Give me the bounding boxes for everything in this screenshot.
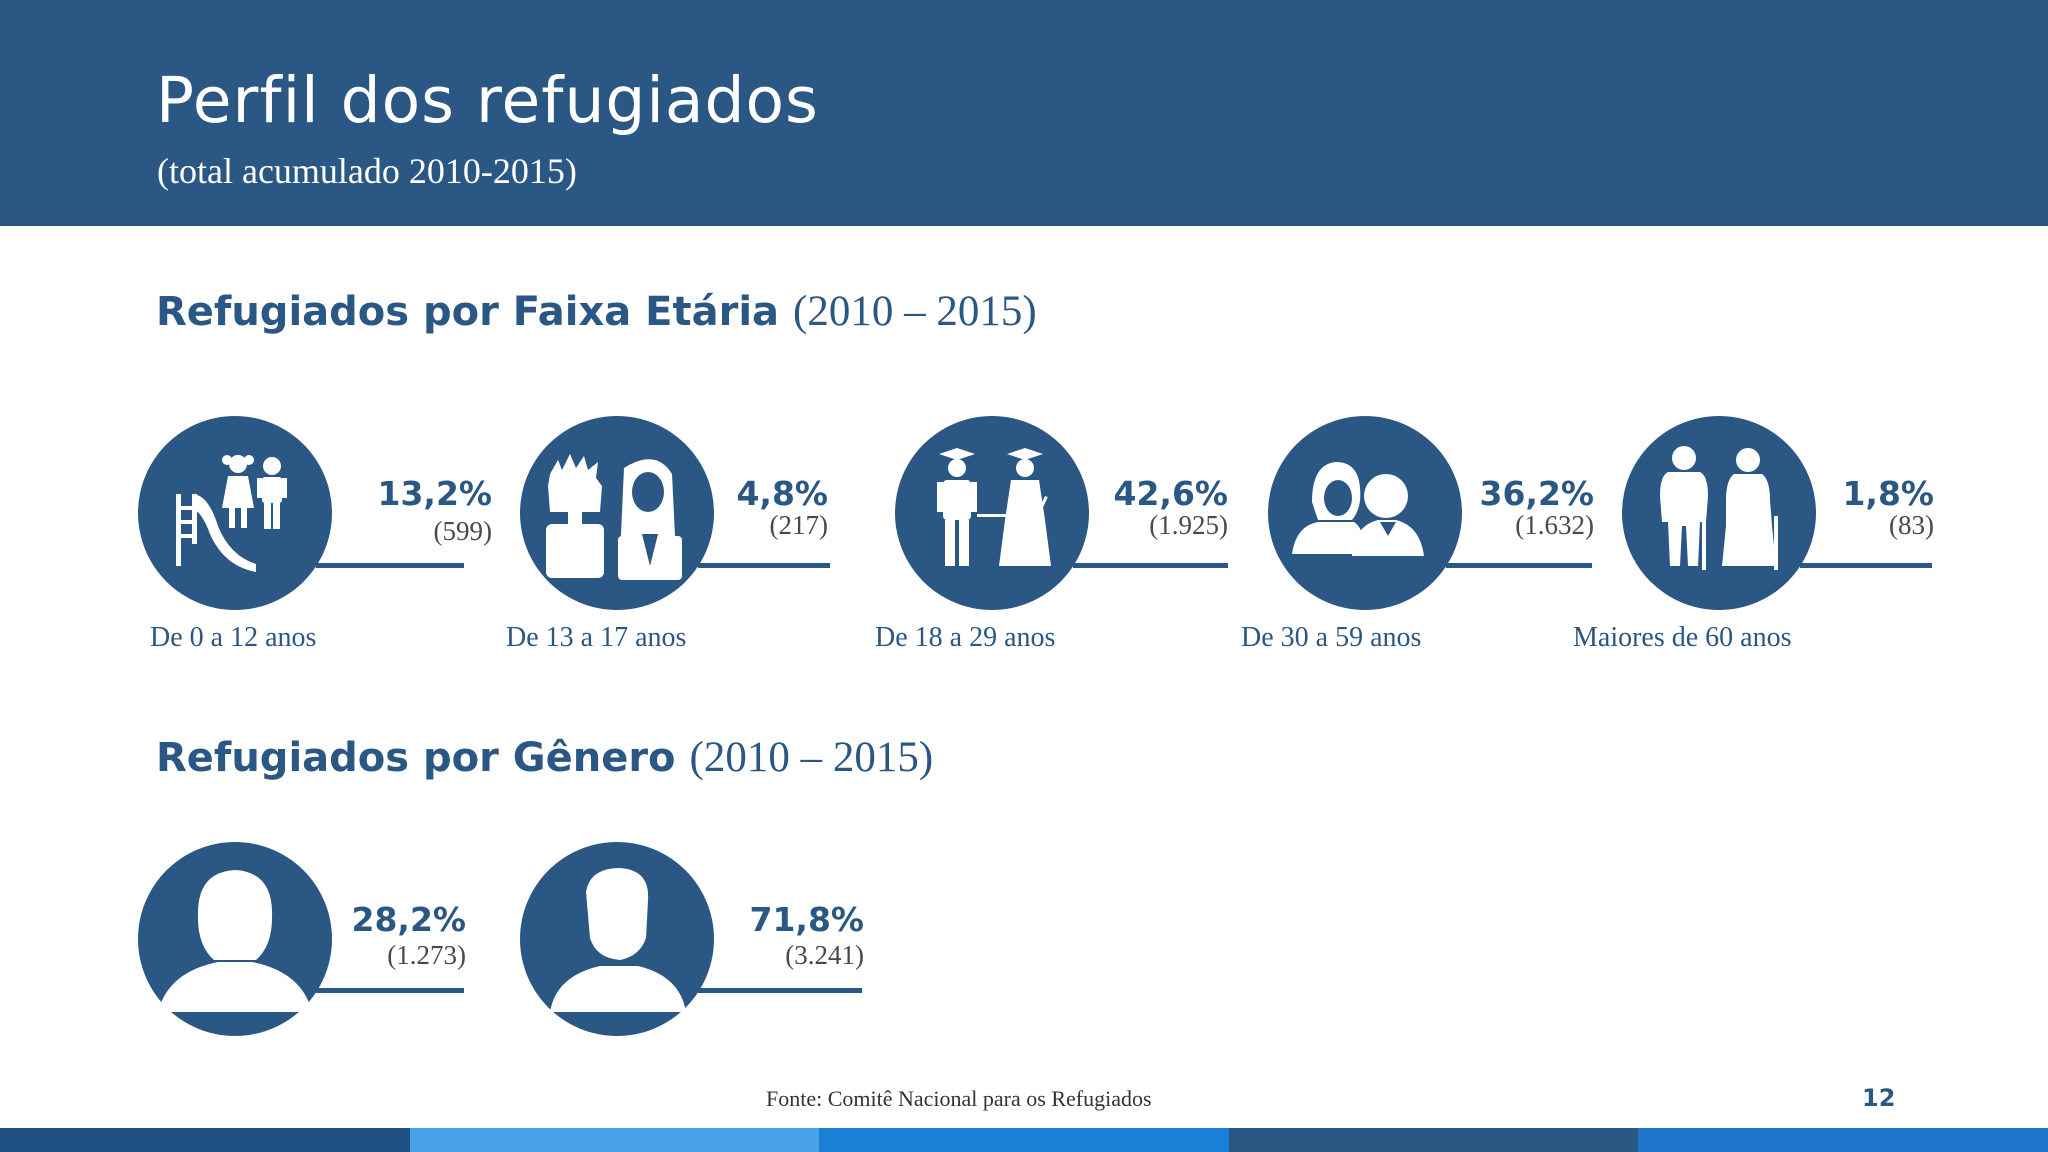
header-banner: Perfil dos refugiados (total acumulado 2…	[0, 0, 2048, 226]
age-30-59-label: De 30 a 59 anos	[1241, 622, 1422, 653]
male-avatar-icon	[520, 842, 714, 1036]
age-13-17-label: De 13 a 17 anos	[506, 622, 687, 653]
female-count: (1.273)	[387, 940, 466, 970]
age-18-29-count: (1.925)	[1149, 510, 1228, 540]
age-30-59-count: (1.632)	[1515, 510, 1594, 540]
gender-section-heading: Refugiados por Gênero	[156, 735, 676, 781]
age-0-12-count: (599)	[433, 516, 492, 546]
footer-stripe-segment	[0, 1128, 410, 1152]
age-0-12-rule	[316, 563, 464, 568]
adults-icon	[1268, 416, 1462, 610]
age-section-heading: Refugiados por Faixa Etária	[156, 289, 780, 335]
elderly-couple-icon	[1622, 416, 1816, 610]
footer-stripe-segment	[1638, 1128, 2048, 1152]
age-13-17-count: (217)	[769, 510, 828, 540]
age-13-17-rule	[698, 563, 830, 568]
age-section-period: (2010 – 2015)	[793, 288, 1037, 335]
footer-stripe-segment	[819, 1128, 1229, 1152]
graduates-icon	[895, 416, 1089, 610]
age-18-29-label: De 18 a 29 anos	[875, 622, 1056, 653]
page-number: 12	[1862, 1084, 1896, 1112]
gender-section-period: (2010 – 2015)	[689, 734, 934, 781]
male-percent: 71,8%	[749, 900, 865, 939]
age-section-title: Refugiados por Faixa Etária (2010 – 2015)	[156, 287, 1037, 336]
female-percent: 28,2%	[351, 900, 467, 939]
age-60plus-label: Maiores de 60 anos	[1573, 622, 1792, 653]
source-note: Fonte: Comitê Nacional para os Refugiado…	[766, 1086, 1152, 1111]
female-avatar-icon	[138, 842, 332, 1036]
footer-stripe-segment	[409, 1128, 820, 1152]
age-13-17-percent: 4,8%	[736, 474, 828, 513]
footer-stripe	[0, 1128, 2048, 1152]
age-18-29-rule	[1073, 563, 1228, 568]
age-60plus-percent: 1,8%	[1842, 474, 1934, 513]
female-rule	[316, 988, 464, 993]
page-subtitle: (total acumulado 2010-2015)	[157, 151, 577, 191]
gender-section-title: Refugiados por Gênero (2010 – 2015)	[156, 733, 933, 782]
age-0-12-label: De 0 a 12 anos	[150, 622, 317, 653]
age-60plus-rule	[1800, 563, 1932, 568]
age-30-59-rule	[1446, 563, 1592, 568]
age-18-29-percent: 42,6%	[1113, 474, 1229, 513]
male-count: (3.241)	[785, 940, 864, 970]
male-rule	[698, 988, 862, 993]
age-30-59-percent: 36,2%	[1479, 474, 1595, 513]
age-60plus-count: (83)	[1889, 510, 1934, 540]
children-slide-icon	[138, 416, 332, 610]
age-0-12-percent: 13,2%	[377, 474, 493, 513]
footer-stripe-segment	[1228, 1128, 1639, 1152]
teenagers-icon	[520, 416, 714, 610]
page-title: Perfil dos refugiados	[156, 64, 819, 137]
